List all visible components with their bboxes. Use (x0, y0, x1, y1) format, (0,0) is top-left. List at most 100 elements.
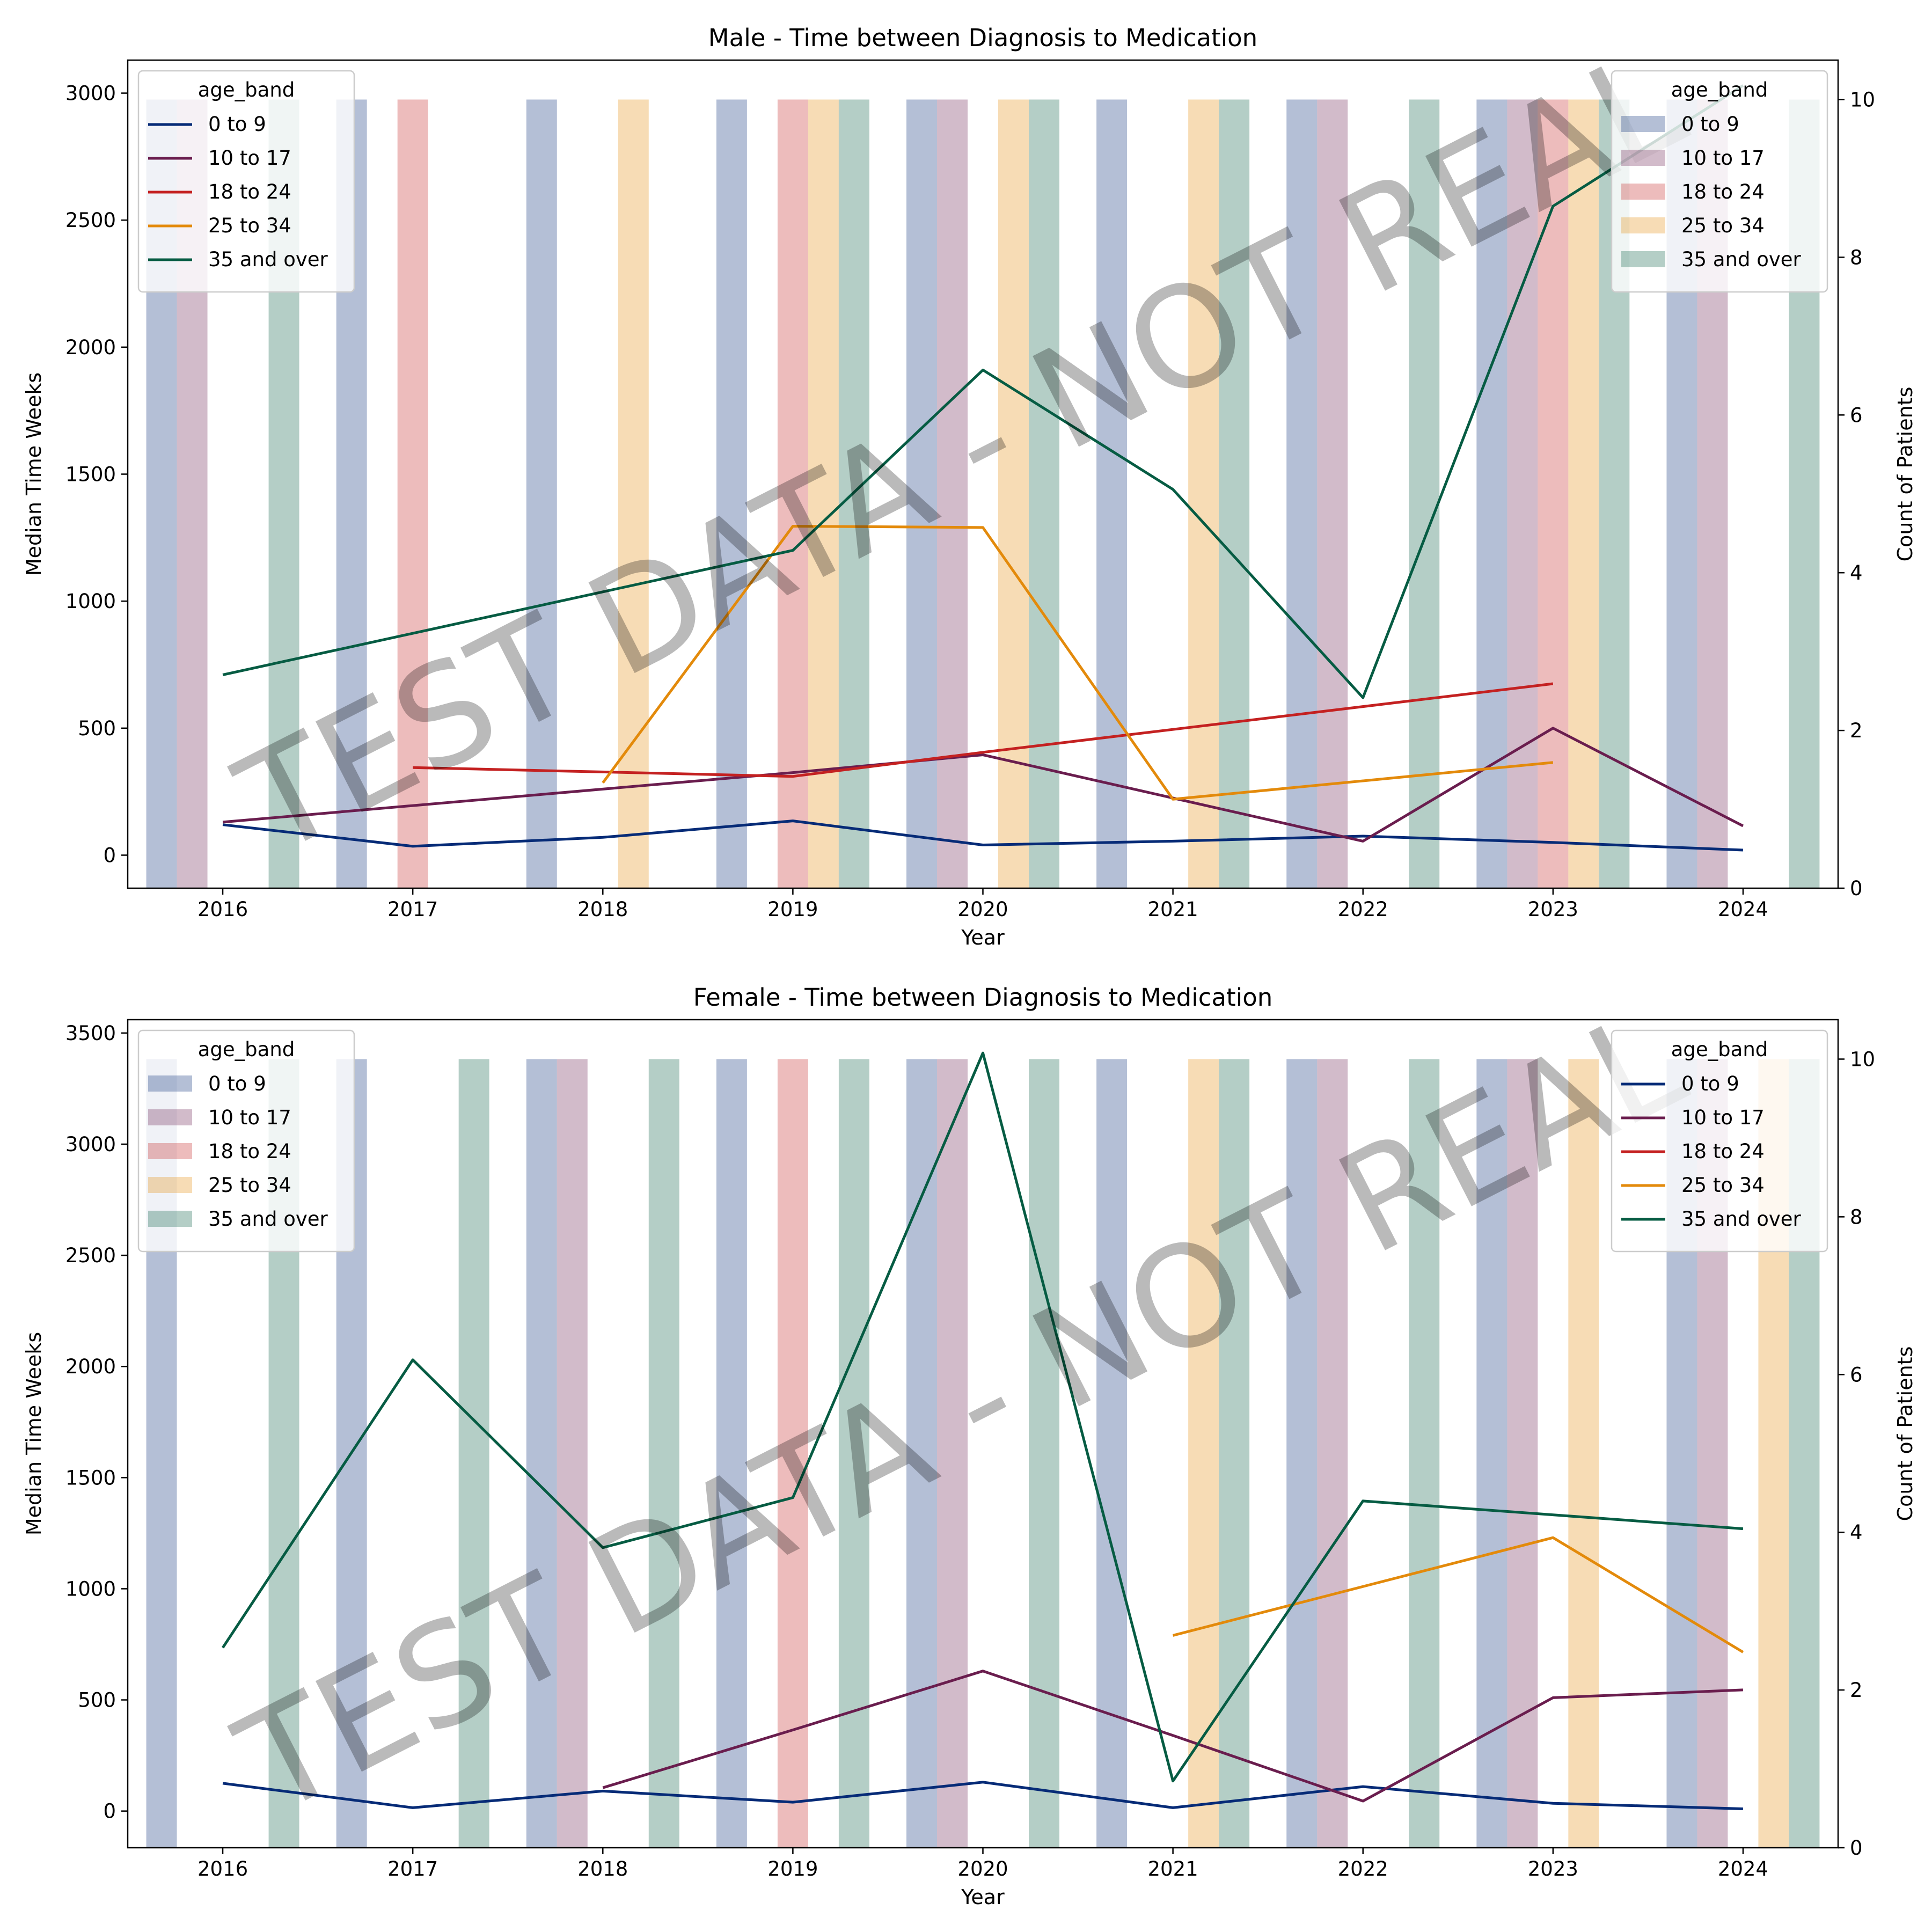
legend-entry: 0 to 9 (1681, 113, 1739, 136)
legend-swatch-bar (1621, 116, 1665, 132)
legend-title: age_band (1671, 78, 1768, 101)
y2-tick-label: 8 (1850, 1205, 1863, 1228)
lines-group (222, 1051, 1744, 1810)
legend-entry: 35 and over (208, 1208, 328, 1231)
bar-25-to-34-2020 (998, 99, 1029, 888)
legend-entry: 25 to 34 (1681, 214, 1765, 237)
x-tick-label: 2018 (577, 898, 628, 921)
legend-entry: 35 and over (208, 248, 328, 271)
y-axis-label: Median Time Weeks (22, 1332, 46, 1535)
legend-swatch-bar (148, 1109, 192, 1125)
bar-25-to-34-2021 (1188, 1059, 1219, 1848)
legend-entry: 10 to 17 (208, 147, 291, 170)
y-tick-label: 2000 (65, 1355, 116, 1378)
legend-entry: 35 and over (1681, 248, 1802, 271)
legend-swatch-bar (148, 1143, 192, 1159)
x-axis-label: Year (961, 926, 1005, 949)
bar-35-and-over-2017 (458, 1059, 489, 1848)
legend-entry: 25 to 34 (208, 1174, 291, 1197)
bar-10-to-17-2023 (1507, 1059, 1538, 1848)
bars-group (146, 1059, 1820, 1848)
bars-group (146, 99, 1820, 888)
bar-10-to-17-2022 (1317, 1059, 1348, 1848)
x-axis-label: Year (961, 1885, 1005, 1909)
bar-0-to-9-2018 (526, 99, 557, 888)
bar-0-to-9-2023 (1476, 1059, 1507, 1848)
bar-0-to-9-2021 (1096, 99, 1128, 888)
x-tick-label: 2018 (577, 1857, 628, 1880)
y2-axis-label: Count of Patients (1893, 1346, 1917, 1521)
y2-tick-label: 0 (1850, 1836, 1863, 1860)
bar-legend: age_band 0 to 9 10 to 17 18 to 24 25 to 34 35… (137, 1029, 355, 1253)
y-tick-label: 3000 (65, 1133, 116, 1156)
y-tick-label: 2500 (65, 1244, 116, 1267)
line-0-to-9 (222, 819, 1744, 852)
legend-frame (137, 1029, 355, 1253)
bar-25-to-34-2021 (1188, 99, 1219, 888)
legend-frame (137, 70, 355, 293)
legend-frame (1611, 1029, 1828, 1253)
y-tick-label: 0 (103, 844, 116, 867)
y2-tick-label: 10 (1850, 1048, 1875, 1071)
legend-swatch-bar (148, 1075, 192, 1092)
bar-0-to-9-2022 (1286, 1059, 1318, 1848)
y-tick-label: 2000 (65, 336, 116, 359)
legend-title: age_band (198, 78, 295, 101)
bar-25-to-34-2023 (1568, 1059, 1599, 1848)
bar-35-and-over-2020 (1029, 99, 1059, 888)
y2-tick-label: 4 (1850, 1521, 1863, 1544)
line-25-to-34 (1172, 1536, 1744, 1653)
y2-tick-label: 2 (1850, 1679, 1863, 1702)
bar-18-to-24-2019 (777, 1059, 808, 1848)
x-tick-label: 2016 (197, 1857, 248, 1880)
y-tick-label: 1000 (65, 1577, 116, 1600)
bar-legend: age_band 0 to 9 10 to 17 18 to 24 25 to 34 35… (1611, 70, 1828, 293)
line-35-and-over (222, 84, 1744, 699)
x-tick-label: 2022 (1338, 898, 1388, 921)
legend-swatch-bar (148, 1211, 192, 1227)
y-tick-label: 1000 (65, 590, 116, 613)
y2-tick-label: 6 (1850, 404, 1863, 427)
legend-entry: 35 and over (1681, 1208, 1802, 1231)
bar-35-and-over-2018 (648, 1059, 679, 1848)
y-tick-label: 3500 (65, 1022, 116, 1045)
legend-entry: 10 to 17 (208, 1106, 291, 1129)
bar-35-and-over-2020 (1029, 1059, 1059, 1848)
legend-entry: 10 to 17 (1681, 1106, 1765, 1129)
bar-35-and-over-2019 (838, 1059, 869, 1848)
x-tick-label: 2024 (1718, 1857, 1768, 1880)
legend-entry: 0 to 9 (1681, 1072, 1739, 1095)
bar-35-and-over-2021 (1219, 99, 1250, 888)
lines-group (222, 84, 1744, 852)
x-tick-label: 2024 (1718, 898, 1768, 921)
legend-swatch-bar (148, 1177, 192, 1193)
x-tick-label: 2020 (957, 1857, 1008, 1880)
legend-swatch-bar (1621, 217, 1665, 233)
x-tick-label: 2017 (387, 1857, 438, 1880)
x-tick-label: 2021 (1148, 898, 1198, 921)
legend-entry: 18 to 24 (208, 1140, 291, 1163)
x-tick-label: 2023 (1528, 1857, 1578, 1880)
bar-0-to-9-2020 (906, 1059, 937, 1848)
bar-0-to-9-2022 (1286, 99, 1318, 888)
x-tick-label: 2021 (1148, 1857, 1198, 1880)
legend-swatch-bar (1621, 251, 1665, 267)
x-tick-label: 2019 (767, 898, 818, 921)
bar-0-to-9-2019 (716, 99, 747, 888)
legend-swatch-bar (1621, 150, 1665, 166)
bar-0-to-9-2021 (1096, 1059, 1128, 1848)
line-legend: age_band 0 to 9 10 to 17 18 to 24 25 to 34 35… (1611, 1029, 1828, 1253)
bar-0-to-9-2019 (716, 1059, 747, 1848)
y-axis-label: Median Time Weeks (22, 372, 46, 576)
y2-tick-label: 0 (1850, 877, 1863, 900)
bar-10-to-17-2020 (937, 1059, 968, 1848)
legend-entry: 0 to 9 (208, 113, 266, 136)
bar-35-and-over-2022 (1409, 1059, 1440, 1848)
line-legend: age_band 0 to 9 10 to 17 18 to 24 25 to 34 35… (137, 70, 355, 293)
bar-18-to-24-2017 (397, 99, 428, 888)
y2-tick-label: 2 (1850, 719, 1863, 742)
y-tick-label: 1500 (65, 1466, 116, 1489)
